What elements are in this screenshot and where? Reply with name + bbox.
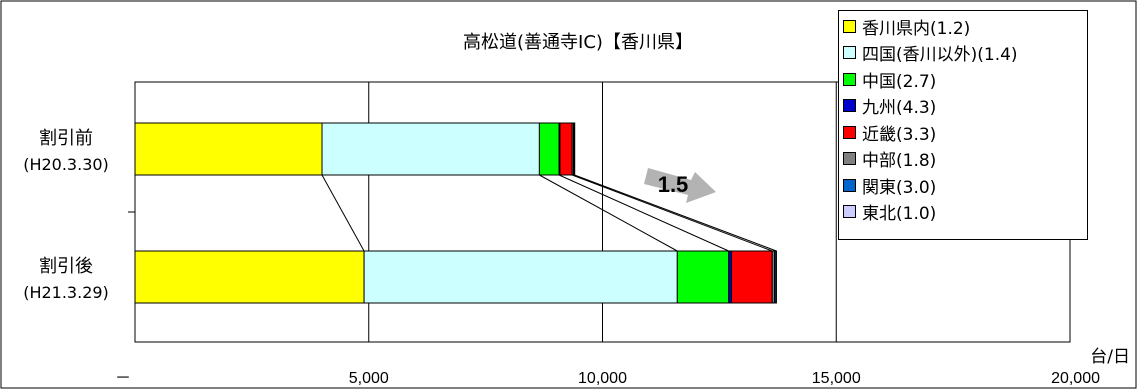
bar-segment-0-0 bbox=[134, 122, 323, 176]
legend-item-5: 中部(1.8) bbox=[843, 146, 1083, 173]
connector-line-5 bbox=[571, 174, 773, 252]
connector-line-2 bbox=[539, 174, 678, 252]
legend-label-4: 近畿(3.3) bbox=[862, 124, 937, 145]
x-tick-label-4: 20,000 bbox=[1051, 370, 1100, 387]
connector-line-3 bbox=[558, 174, 729, 252]
bar-segment-1-2 bbox=[676, 250, 730, 304]
legend-swatch-2 bbox=[843, 72, 856, 86]
growth-ratio-label: 1.5 bbox=[658, 172, 689, 197]
legend-swatch-7 bbox=[843, 205, 856, 219]
bar-segment-0-7 bbox=[573, 122, 576, 176]
legend-label-2: 中国(2.7) bbox=[862, 71, 937, 92]
legend-label-3: 九州(4.3) bbox=[862, 98, 937, 119]
legend-item-1: 四国(香川以外)(1.4) bbox=[843, 40, 1083, 67]
x-tick-label-1: 5,000 bbox=[349, 370, 389, 387]
legend-item-6: 関東(3.0) bbox=[843, 172, 1083, 199]
legend-swatch-0 bbox=[843, 19, 856, 33]
connector-line-1 bbox=[321, 174, 365, 252]
x-tick-label-0: － bbox=[115, 370, 131, 387]
legend-item-4: 近畿(3.3) bbox=[843, 119, 1083, 146]
legend: 香川県内(1.2) 四国(香川以外)(1.4) 中国(2.7) 九州(4.3) 近畿(3… bbox=[838, 10, 1088, 240]
legend-item-2: 中国(2.7) bbox=[843, 66, 1083, 93]
bar-segment-0-4 bbox=[559, 122, 573, 176]
legend-item-0: 香川県内(1.2) bbox=[843, 13, 1083, 40]
category-sublabel-0: (H20.3.30) bbox=[23, 155, 109, 174]
legend-swatch-3 bbox=[843, 99, 856, 113]
bar-segment-1-0 bbox=[134, 250, 365, 304]
category-label-0: 割引前 bbox=[39, 128, 93, 149]
legend-swatch-4 bbox=[843, 125, 856, 139]
legend-swatch-1 bbox=[843, 46, 856, 60]
bar-segment-1-4 bbox=[731, 250, 773, 304]
legend-label-5: 中部(1.8) bbox=[862, 151, 937, 172]
x-tick-label-3: 15,000 bbox=[812, 370, 861, 387]
bar-segment-1-1 bbox=[363, 250, 678, 304]
legend-label-1: 四国(香川以外)(1.4) bbox=[862, 45, 1018, 66]
growth-arrow bbox=[644, 168, 716, 203]
legend-swatch-6 bbox=[843, 178, 856, 192]
unit-label: 台/日 bbox=[1090, 347, 1130, 367]
legend-label-0: 香川県内(1.2) bbox=[862, 18, 971, 39]
legend-item-3: 九州(4.3) bbox=[843, 93, 1083, 120]
bar-segment-1-7 bbox=[775, 250, 777, 304]
legend-label-7: 東北(1.0) bbox=[862, 204, 937, 225]
category-label-1: 割引後 bbox=[39, 256, 93, 277]
x-tick-label-2: 10,000 bbox=[578, 370, 627, 387]
connector-line-8 bbox=[574, 174, 777, 252]
bar-segment-0-1 bbox=[321, 122, 540, 176]
legend-swatch-5 bbox=[843, 152, 856, 166]
bar-segment-0-2 bbox=[538, 122, 560, 176]
category-sublabel-1: (H21.3.29) bbox=[23, 283, 109, 302]
legend-item-7: 東北(1.0) bbox=[843, 199, 1083, 226]
legend-label-6: 関東(3.0) bbox=[862, 177, 937, 198]
chart-title: 高松道(善通寺IC)【香川県】 bbox=[463, 32, 693, 53]
